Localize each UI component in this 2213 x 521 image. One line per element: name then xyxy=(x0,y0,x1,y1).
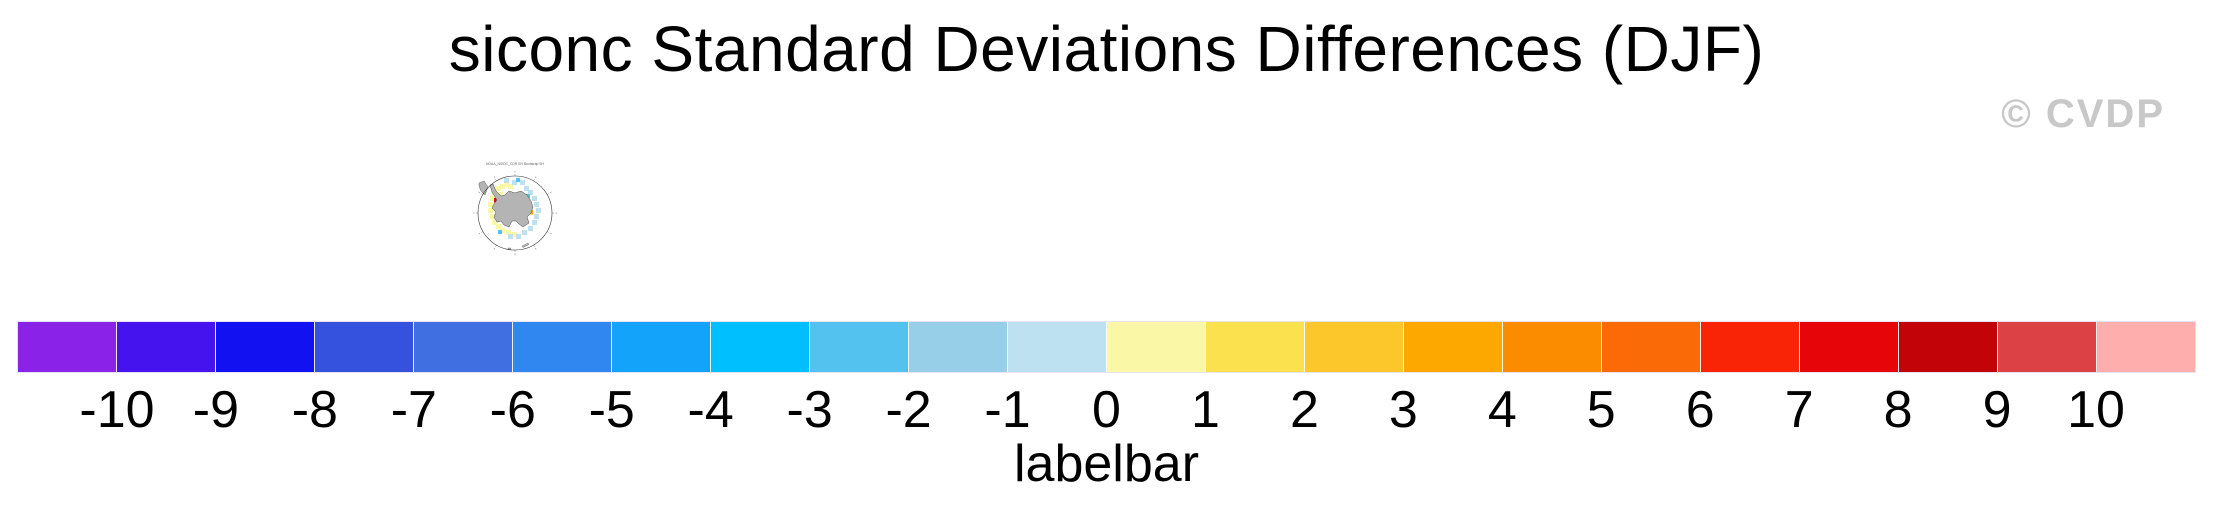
south-america-tip xyxy=(478,180,489,196)
colorbar-segment xyxy=(612,322,711,372)
colorbar-tick-label: -10 xyxy=(79,381,155,439)
colorbar-tick-label: 6 xyxy=(1685,381,1715,439)
colorbar-tick-label: -1 xyxy=(984,381,1031,439)
colorbar-tick-label: 5 xyxy=(1586,381,1616,439)
colorbar-segment xyxy=(1404,322,1503,372)
colorbar-segment xyxy=(1503,322,1602,372)
colorbar-segment xyxy=(1107,322,1206,372)
colorbar-segment xyxy=(1899,322,1998,372)
colorbar-segment xyxy=(315,322,414,372)
cvdp-watermark: © CVDP xyxy=(2001,92,2165,136)
south-polar-map: NOAA_NSIDC_CDR SH Bootstrap SH xyxy=(472,162,558,256)
colorbar-segment xyxy=(18,322,117,372)
map-patches-negative-medium xyxy=(498,178,530,234)
colorbar-segment xyxy=(1701,322,1800,372)
colorbar-segment xyxy=(1800,322,1899,372)
colorbar-tick-label: -9 xyxy=(192,381,240,439)
colorbar-segment xyxy=(414,322,513,372)
colorbar-tick-label: -4 xyxy=(687,381,734,439)
colorbar-segment xyxy=(1602,322,1701,372)
colorbar-segment xyxy=(1206,322,1305,372)
colorbar xyxy=(17,321,2196,373)
colorbar-segment xyxy=(1305,322,1404,372)
map-panel-title: NOAA_NSIDC_CDR SH Bootstrap SH xyxy=(486,162,545,166)
map-patches-negative xyxy=(504,178,541,239)
colorbar-tick-label: -2 xyxy=(885,381,932,439)
colorbar-tick-label: 7 xyxy=(1784,381,1814,439)
colorbar-label: labelbar xyxy=(1013,435,1200,493)
colorbar-tick-label: -3 xyxy=(786,381,833,439)
map-anomaly-patches xyxy=(488,178,541,239)
colorbar-segment xyxy=(2097,322,2195,372)
colorbar-tick-label: -8 xyxy=(291,381,338,439)
colorbar-tick-label: 9 xyxy=(1982,381,2012,439)
colorbar-segment xyxy=(513,322,612,372)
colorbar-segment xyxy=(216,322,315,372)
colorbar-tick-label: 2 xyxy=(1289,381,1319,439)
map-red-spot xyxy=(494,198,497,203)
colorbar-tick-label: 8 xyxy=(1883,381,1913,439)
map-longitude-ticks xyxy=(472,170,558,256)
figure-title: siconc Standard Deviations Differences (… xyxy=(448,13,1765,85)
colorbar-segment xyxy=(1998,322,2097,372)
colorbar-tick-label: 3 xyxy=(1388,381,1418,439)
colorbar-tick-label: -5 xyxy=(588,381,635,439)
colorbar-segment xyxy=(1008,322,1107,372)
colorbar-segment xyxy=(909,322,1008,372)
colorbar-segment xyxy=(711,322,810,372)
colorbar-tick-label: 1 xyxy=(1190,381,1220,439)
colorbar-tick-label: -7 xyxy=(390,381,437,439)
colorbar-tick-label: 10 xyxy=(2067,381,2125,439)
colorbar-segment xyxy=(117,322,216,372)
colorbar-tick-label: 4 xyxy=(1487,381,1517,439)
antarctica-landmass xyxy=(489,183,534,228)
colorbar-tick-label: -6 xyxy=(489,381,536,439)
map-panel: NOAA_NSIDC_CDR SH Bootstrap SH xyxy=(438,134,592,270)
map-patches-positive xyxy=(488,182,517,237)
island-bottom-right xyxy=(521,242,530,248)
colorbar-tick-label: 0 xyxy=(1092,381,1121,439)
colorbar-segment xyxy=(810,322,909,372)
